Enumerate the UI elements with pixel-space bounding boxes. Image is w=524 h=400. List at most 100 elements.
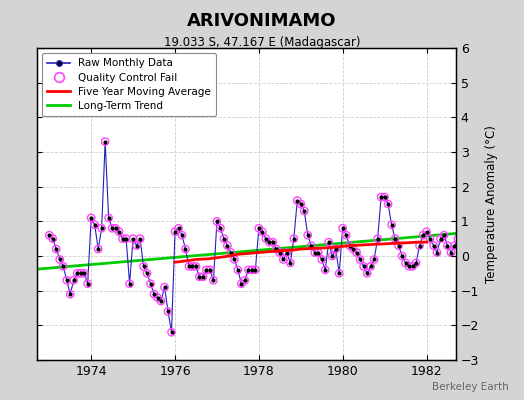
Point <box>342 232 351 238</box>
Point <box>454 236 462 242</box>
Point <box>66 291 74 297</box>
Point <box>241 277 249 284</box>
Point <box>206 267 214 273</box>
Point <box>276 249 284 256</box>
Point <box>440 232 448 238</box>
Point <box>104 215 113 221</box>
Point <box>150 291 158 297</box>
Point <box>436 236 445 242</box>
Point <box>261 236 270 242</box>
Point <box>269 239 277 245</box>
Point <box>195 274 204 280</box>
Point <box>108 225 116 232</box>
Point <box>457 228 466 235</box>
Point <box>73 270 81 276</box>
Point <box>290 236 298 242</box>
Point <box>234 267 242 273</box>
Point <box>255 225 263 232</box>
Point <box>91 222 99 228</box>
Point <box>227 249 235 256</box>
Point <box>143 270 151 276</box>
Point <box>387 222 396 228</box>
Point <box>181 246 190 252</box>
Point <box>300 208 309 214</box>
Point <box>129 236 137 242</box>
Point <box>318 256 326 263</box>
Point <box>492 249 500 256</box>
Point <box>356 256 364 263</box>
Point <box>489 256 497 263</box>
Point <box>178 232 186 238</box>
Point <box>384 201 392 207</box>
Point <box>199 274 207 280</box>
Point <box>223 242 232 249</box>
Point <box>220 236 228 242</box>
Point <box>122 236 130 242</box>
Point <box>49 236 57 242</box>
Point <box>377 194 385 200</box>
Point <box>209 277 217 284</box>
Point <box>311 249 319 256</box>
Point <box>94 246 102 252</box>
Point <box>482 249 490 256</box>
Point <box>345 242 354 249</box>
Point <box>157 298 165 304</box>
Point <box>230 256 238 263</box>
Y-axis label: Temperature Anomaly (°C): Temperature Anomaly (°C) <box>485 125 498 283</box>
Point <box>52 246 60 252</box>
Point <box>293 197 301 204</box>
Point <box>513 232 521 238</box>
Point <box>272 246 280 252</box>
Point <box>216 225 225 232</box>
Point <box>401 260 410 266</box>
Point <box>258 228 267 235</box>
Point <box>248 267 256 273</box>
Point <box>332 246 340 252</box>
Point <box>395 242 403 249</box>
Point <box>429 242 438 249</box>
Point <box>517 239 524 245</box>
Point <box>87 215 95 221</box>
Point <box>370 256 378 263</box>
Point <box>160 284 169 290</box>
Point <box>503 180 511 186</box>
Point <box>335 270 343 276</box>
Point <box>443 242 452 249</box>
Point <box>478 246 487 252</box>
Point <box>419 232 427 238</box>
Point <box>167 329 176 336</box>
Point <box>314 249 322 256</box>
Point <box>398 253 406 259</box>
Point <box>282 249 291 256</box>
Point <box>349 246 357 252</box>
Point <box>97 225 106 232</box>
Point <box>475 242 483 249</box>
Point <box>188 263 196 270</box>
Point <box>77 270 85 276</box>
Point <box>59 263 68 270</box>
Point <box>412 260 420 266</box>
Point <box>83 280 92 287</box>
Point <box>353 249 361 256</box>
Point <box>45 232 53 238</box>
Point <box>328 253 336 259</box>
Point <box>213 218 221 224</box>
Point <box>499 236 508 242</box>
Point <box>471 239 479 245</box>
Point <box>391 236 399 242</box>
Point <box>324 239 333 245</box>
Text: ARIVONIMAMO: ARIVONIMAMO <box>187 12 337 30</box>
Point <box>374 236 382 242</box>
Point <box>363 270 372 276</box>
Point <box>450 242 458 249</box>
Point <box>62 277 71 284</box>
Point <box>136 236 144 242</box>
Point <box>520 242 524 249</box>
Point <box>485 253 494 259</box>
Point <box>202 267 211 273</box>
Point <box>164 308 172 315</box>
Point <box>408 263 417 270</box>
Point <box>133 242 141 249</box>
Point <box>468 232 476 238</box>
Point <box>244 267 253 273</box>
